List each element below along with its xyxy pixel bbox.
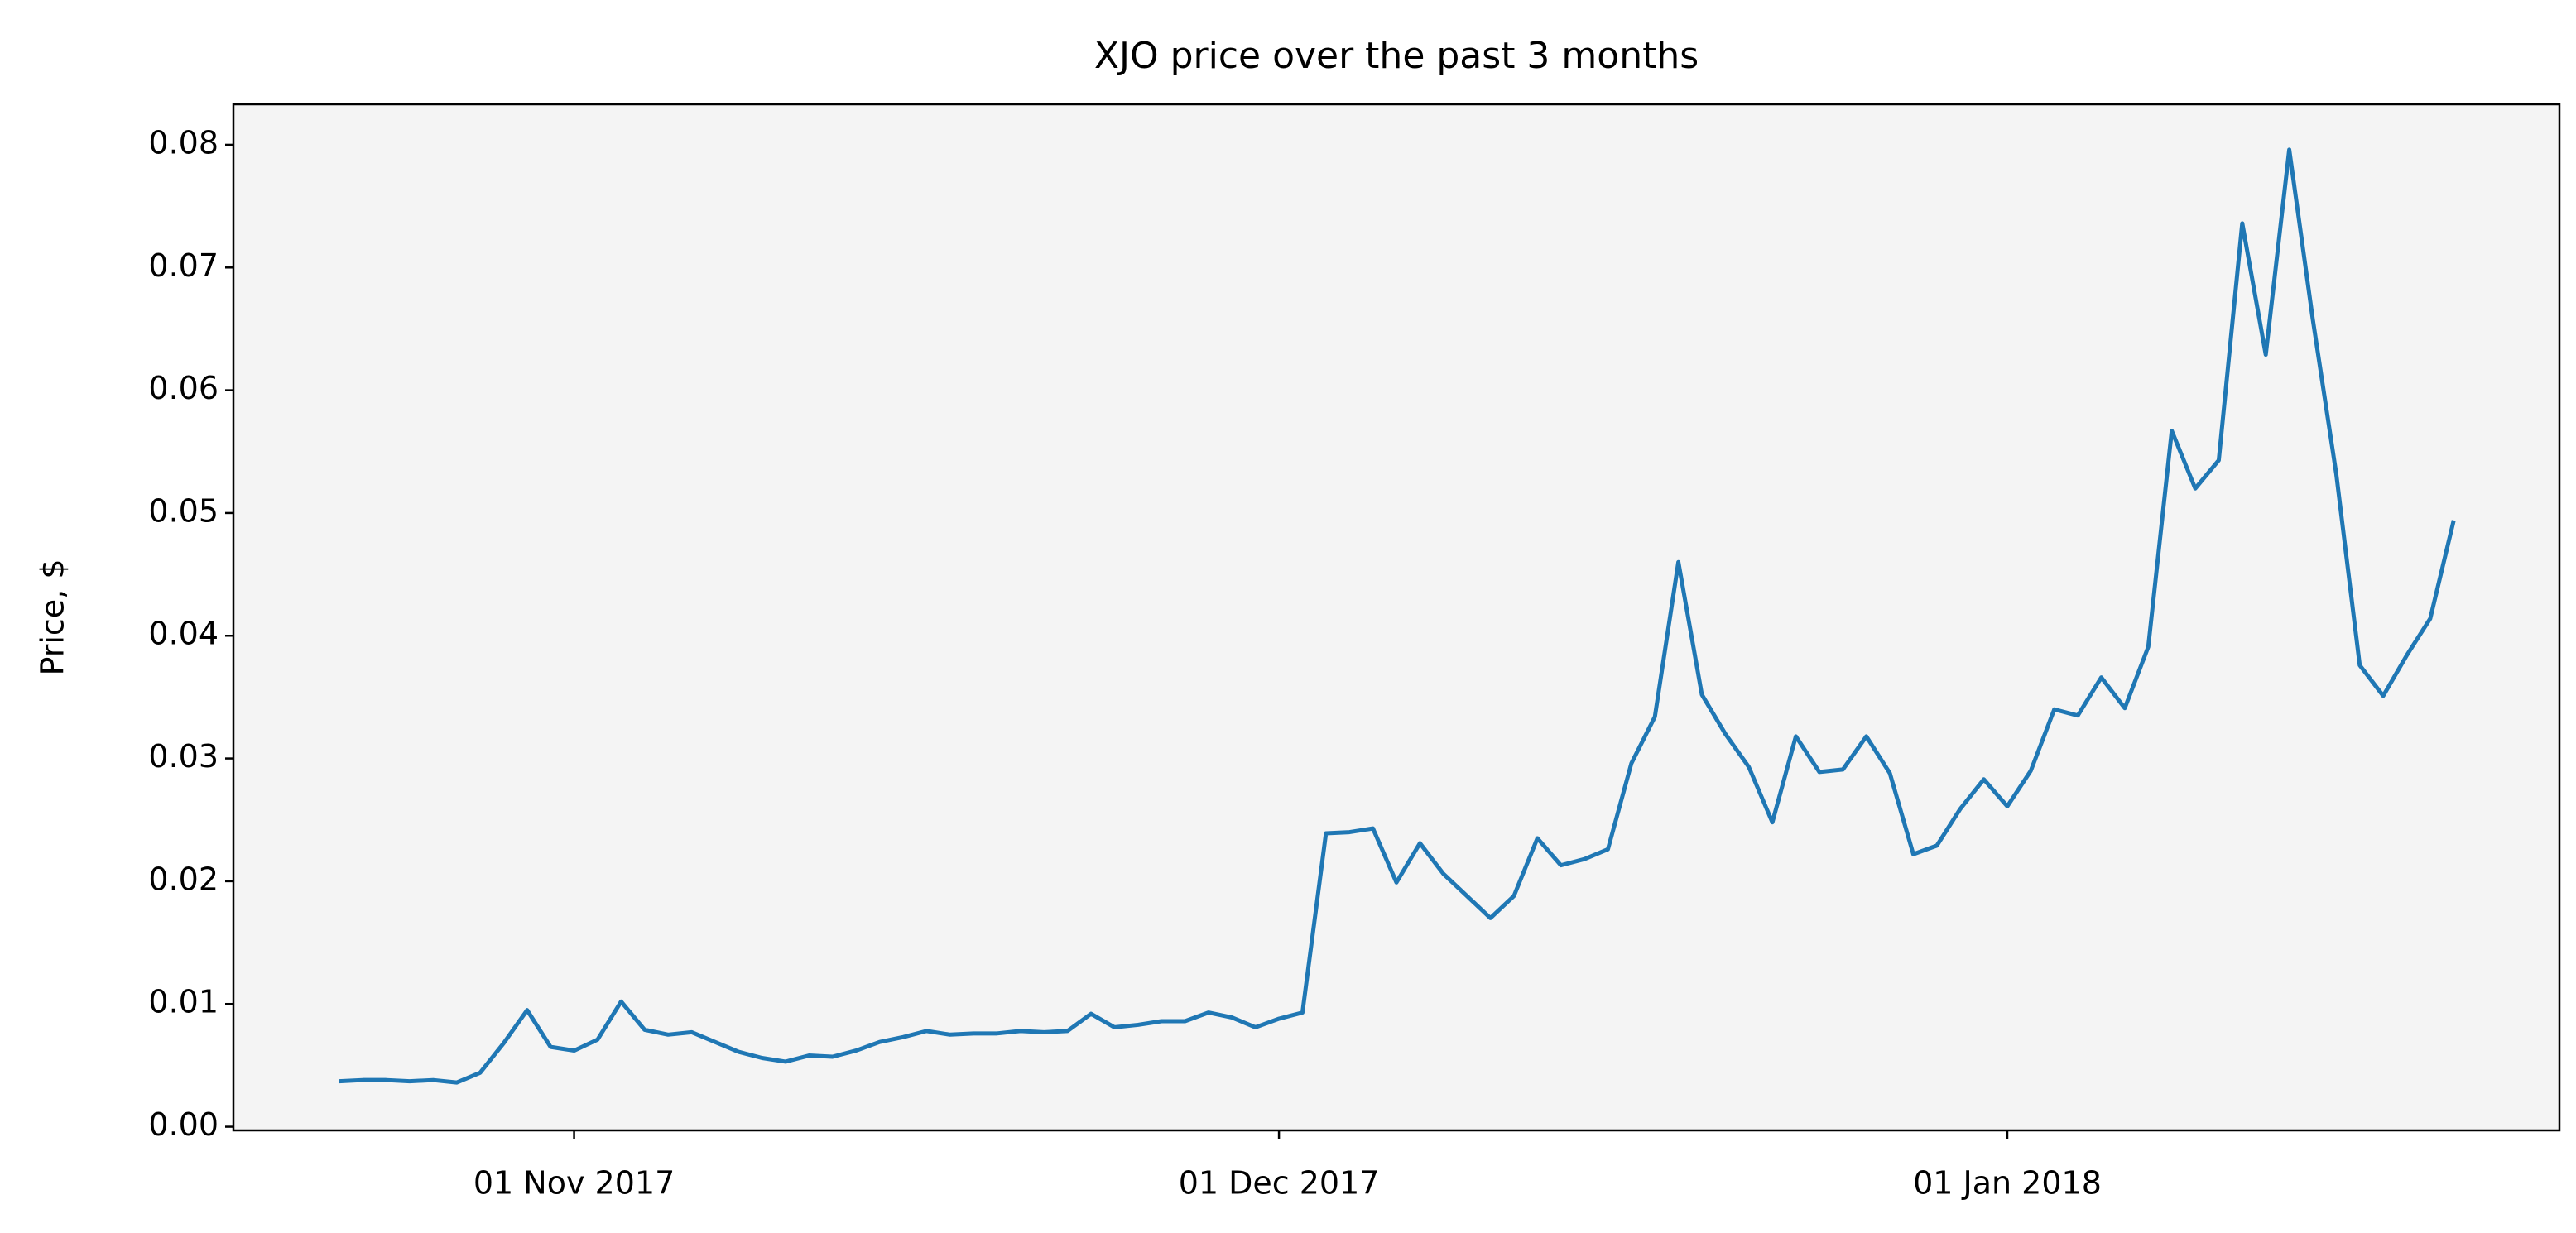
- y-tick-label: 0.00: [148, 1106, 219, 1143]
- y-tick-label: 0.03: [148, 738, 219, 775]
- y-tick-label: 0.06: [148, 370, 219, 406]
- x-tick-label: 01 Dec 2017: [1179, 1165, 1380, 1202]
- y-axis-label: Price, $: [35, 559, 71, 675]
- layer: [339, 147, 2456, 1085]
- chart-title: XJO price over the past 3 months: [1094, 35, 1699, 77]
- price-line: [339, 147, 2456, 1085]
- y-tick-label: 0.08: [148, 124, 219, 161]
- plot-area: [233, 104, 2559, 1130]
- x-tick-label: 01 Nov 2017: [473, 1165, 675, 1202]
- y-tick-label: 0.02: [148, 861, 219, 897]
- x-tick-label: 01 Jan 2018: [1913, 1165, 2102, 1202]
- y-tick-label: 0.05: [148, 492, 219, 529]
- y-tick-label: 0.04: [148, 616, 219, 652]
- plot-frame: [232, 103, 2561, 1132]
- y-tick-label: 0.01: [148, 984, 219, 1020]
- y-tick-label: 0.07: [148, 247, 219, 284]
